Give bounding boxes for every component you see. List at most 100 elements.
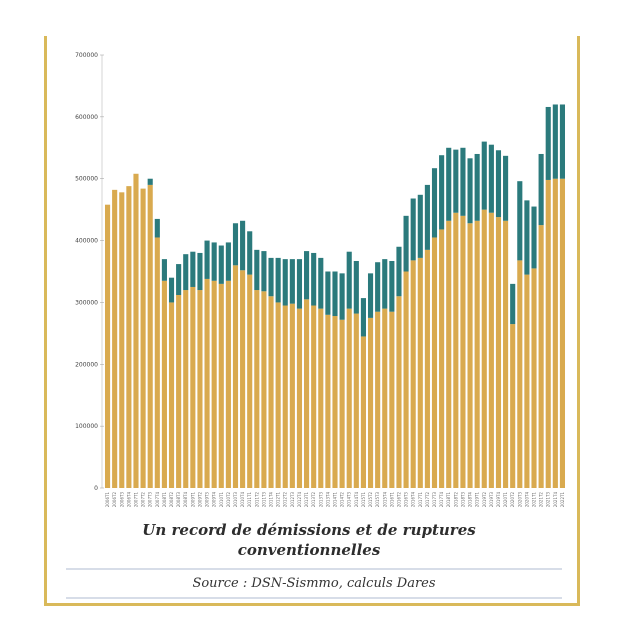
bar-series1 <box>211 280 217 488</box>
x-tick-label: 2014T1 <box>333 492 338 508</box>
bar-series1 <box>112 189 118 488</box>
bar-series1 <box>524 274 530 488</box>
bar-series1 <box>176 295 182 488</box>
bar-series2 <box>439 155 445 230</box>
bar-series1 <box>126 186 132 488</box>
bar-series1 <box>417 257 423 488</box>
bar-series2 <box>488 144 494 213</box>
x-tick-label: 2015T4 <box>382 492 387 508</box>
bar-series1 <box>325 314 331 488</box>
bar-series1 <box>431 237 438 488</box>
x-tick-label: 2009T1 <box>190 492 195 508</box>
bar-series2 <box>446 147 452 221</box>
x-tick-label: 2021T3 <box>546 492 551 508</box>
x-tick-label: 2016T1 <box>389 492 394 508</box>
x-tick-label: 2014T4 <box>354 492 359 508</box>
x-tick-label: 2008T2 <box>169 492 174 508</box>
bar-series1 <box>282 305 288 488</box>
bar-series1 <box>389 311 395 488</box>
bar-series2 <box>154 218 160 238</box>
x-tick-label: 2019T4 <box>496 492 501 508</box>
bar-series1 <box>439 229 445 489</box>
bar-series2 <box>545 106 551 180</box>
bar-series2 <box>176 264 182 296</box>
x-tick-label: 2018T4 <box>468 492 473 508</box>
bar-series1 <box>424 249 430 488</box>
bar-series1 <box>453 212 459 488</box>
bar-series1 <box>382 308 388 488</box>
bar-series1 <box>531 268 537 488</box>
bar-series2 <box>161 259 167 281</box>
x-tick-label: 2016T4 <box>411 492 416 508</box>
x-tick-label: 2007T2 <box>141 492 146 508</box>
bar-series2 <box>225 242 231 281</box>
bar-series2 <box>168 277 175 303</box>
x-tick-label: 2017T3 <box>432 492 437 508</box>
bar-series2 <box>367 273 374 318</box>
x-tick-label: 2014T2 <box>340 492 345 508</box>
x-tick-label: 2011T4 <box>269 492 274 508</box>
x-tick-label: 2013T4 <box>325 492 330 508</box>
bar-series1 <box>154 237 160 488</box>
x-tick-label: 2011T3 <box>261 492 266 508</box>
x-tick-label: 2020T3 <box>517 492 522 508</box>
bar-series1 <box>339 319 345 488</box>
x-tick-label: 2015T3 <box>375 492 380 508</box>
x-tick-label: 2008T3 <box>176 492 181 508</box>
bar-series1 <box>396 296 402 488</box>
x-tick-label: 2009T3 <box>205 492 210 508</box>
bar-series1 <box>545 179 551 489</box>
x-tick-label: 2010T3 <box>233 492 238 508</box>
bar-series1 <box>232 265 239 488</box>
bar-series2 <box>481 141 487 210</box>
bar-series2 <box>247 231 253 275</box>
x-tick-label: 2006T2 <box>112 492 117 508</box>
y-axis: 0 100000 200000 300000 400000 500000 600000 700… <box>75 52 104 492</box>
bar-series1 <box>183 290 189 488</box>
bar-series1 <box>495 217 502 488</box>
bar-series1 <box>140 188 146 488</box>
x-axis: 2006T1 2006T2 2006T3 2006T4 2007T1 2007T2 2007… <box>105 492 565 508</box>
bar-series2 <box>197 252 203 291</box>
bar-series1 <box>360 336 366 488</box>
x-tick-label: 2007T4 <box>155 492 160 508</box>
x-tick-label: 2013T1 <box>304 492 309 508</box>
x-tick-label: 2018T2 <box>453 492 458 508</box>
bar-series2 <box>495 150 502 218</box>
x-tick-label: 2012T2 <box>283 492 288 508</box>
chart-title: Un record de démissions et de ruptures c… <box>142 521 476 559</box>
bar-series1 <box>240 270 246 488</box>
bar-series2 <box>211 242 217 281</box>
bar-series2 <box>275 257 281 303</box>
chart-source: Source : DSN-Sismmo, calculs Dares <box>192 576 436 591</box>
x-tick-label: 2007T1 <box>133 492 138 508</box>
y-tick-label: 600000 <box>75 114 98 121</box>
x-tick-label: 2020T4 <box>524 492 529 508</box>
bar-series1 <box>133 173 139 488</box>
bar-series2 <box>190 251 196 287</box>
bar-series2 <box>403 215 409 272</box>
x-tick-label: 2014T3 <box>347 492 352 508</box>
bar-series1 <box>311 305 317 488</box>
x-tick-label: 2019T3 <box>489 492 494 508</box>
x-tick-label: 2008T4 <box>183 492 188 508</box>
bar-series1 <box>190 286 196 488</box>
x-tick-label: 2009T2 <box>197 492 202 508</box>
bar-series1 <box>503 220 509 488</box>
bar-series1 <box>353 313 359 488</box>
bar-series2 <box>311 252 317 306</box>
x-tick-label: 2016T2 <box>396 492 401 508</box>
bar-series2 <box>382 259 388 309</box>
x-tick-label: 2010T1 <box>219 492 224 508</box>
bar-series1 <box>346 308 352 488</box>
x-tick-label: 2017T4 <box>439 492 444 508</box>
y-tick-label: 200000 <box>75 361 98 368</box>
bar-series2 <box>531 206 537 269</box>
bar-series1 <box>161 280 167 488</box>
bar-series2 <box>332 271 338 317</box>
bar-series1 <box>375 311 381 488</box>
bar-series2 <box>375 262 381 312</box>
bar-series1 <box>559 178 566 488</box>
bar-series1 <box>197 290 203 488</box>
x-tick-label: 2013T3 <box>318 492 323 508</box>
